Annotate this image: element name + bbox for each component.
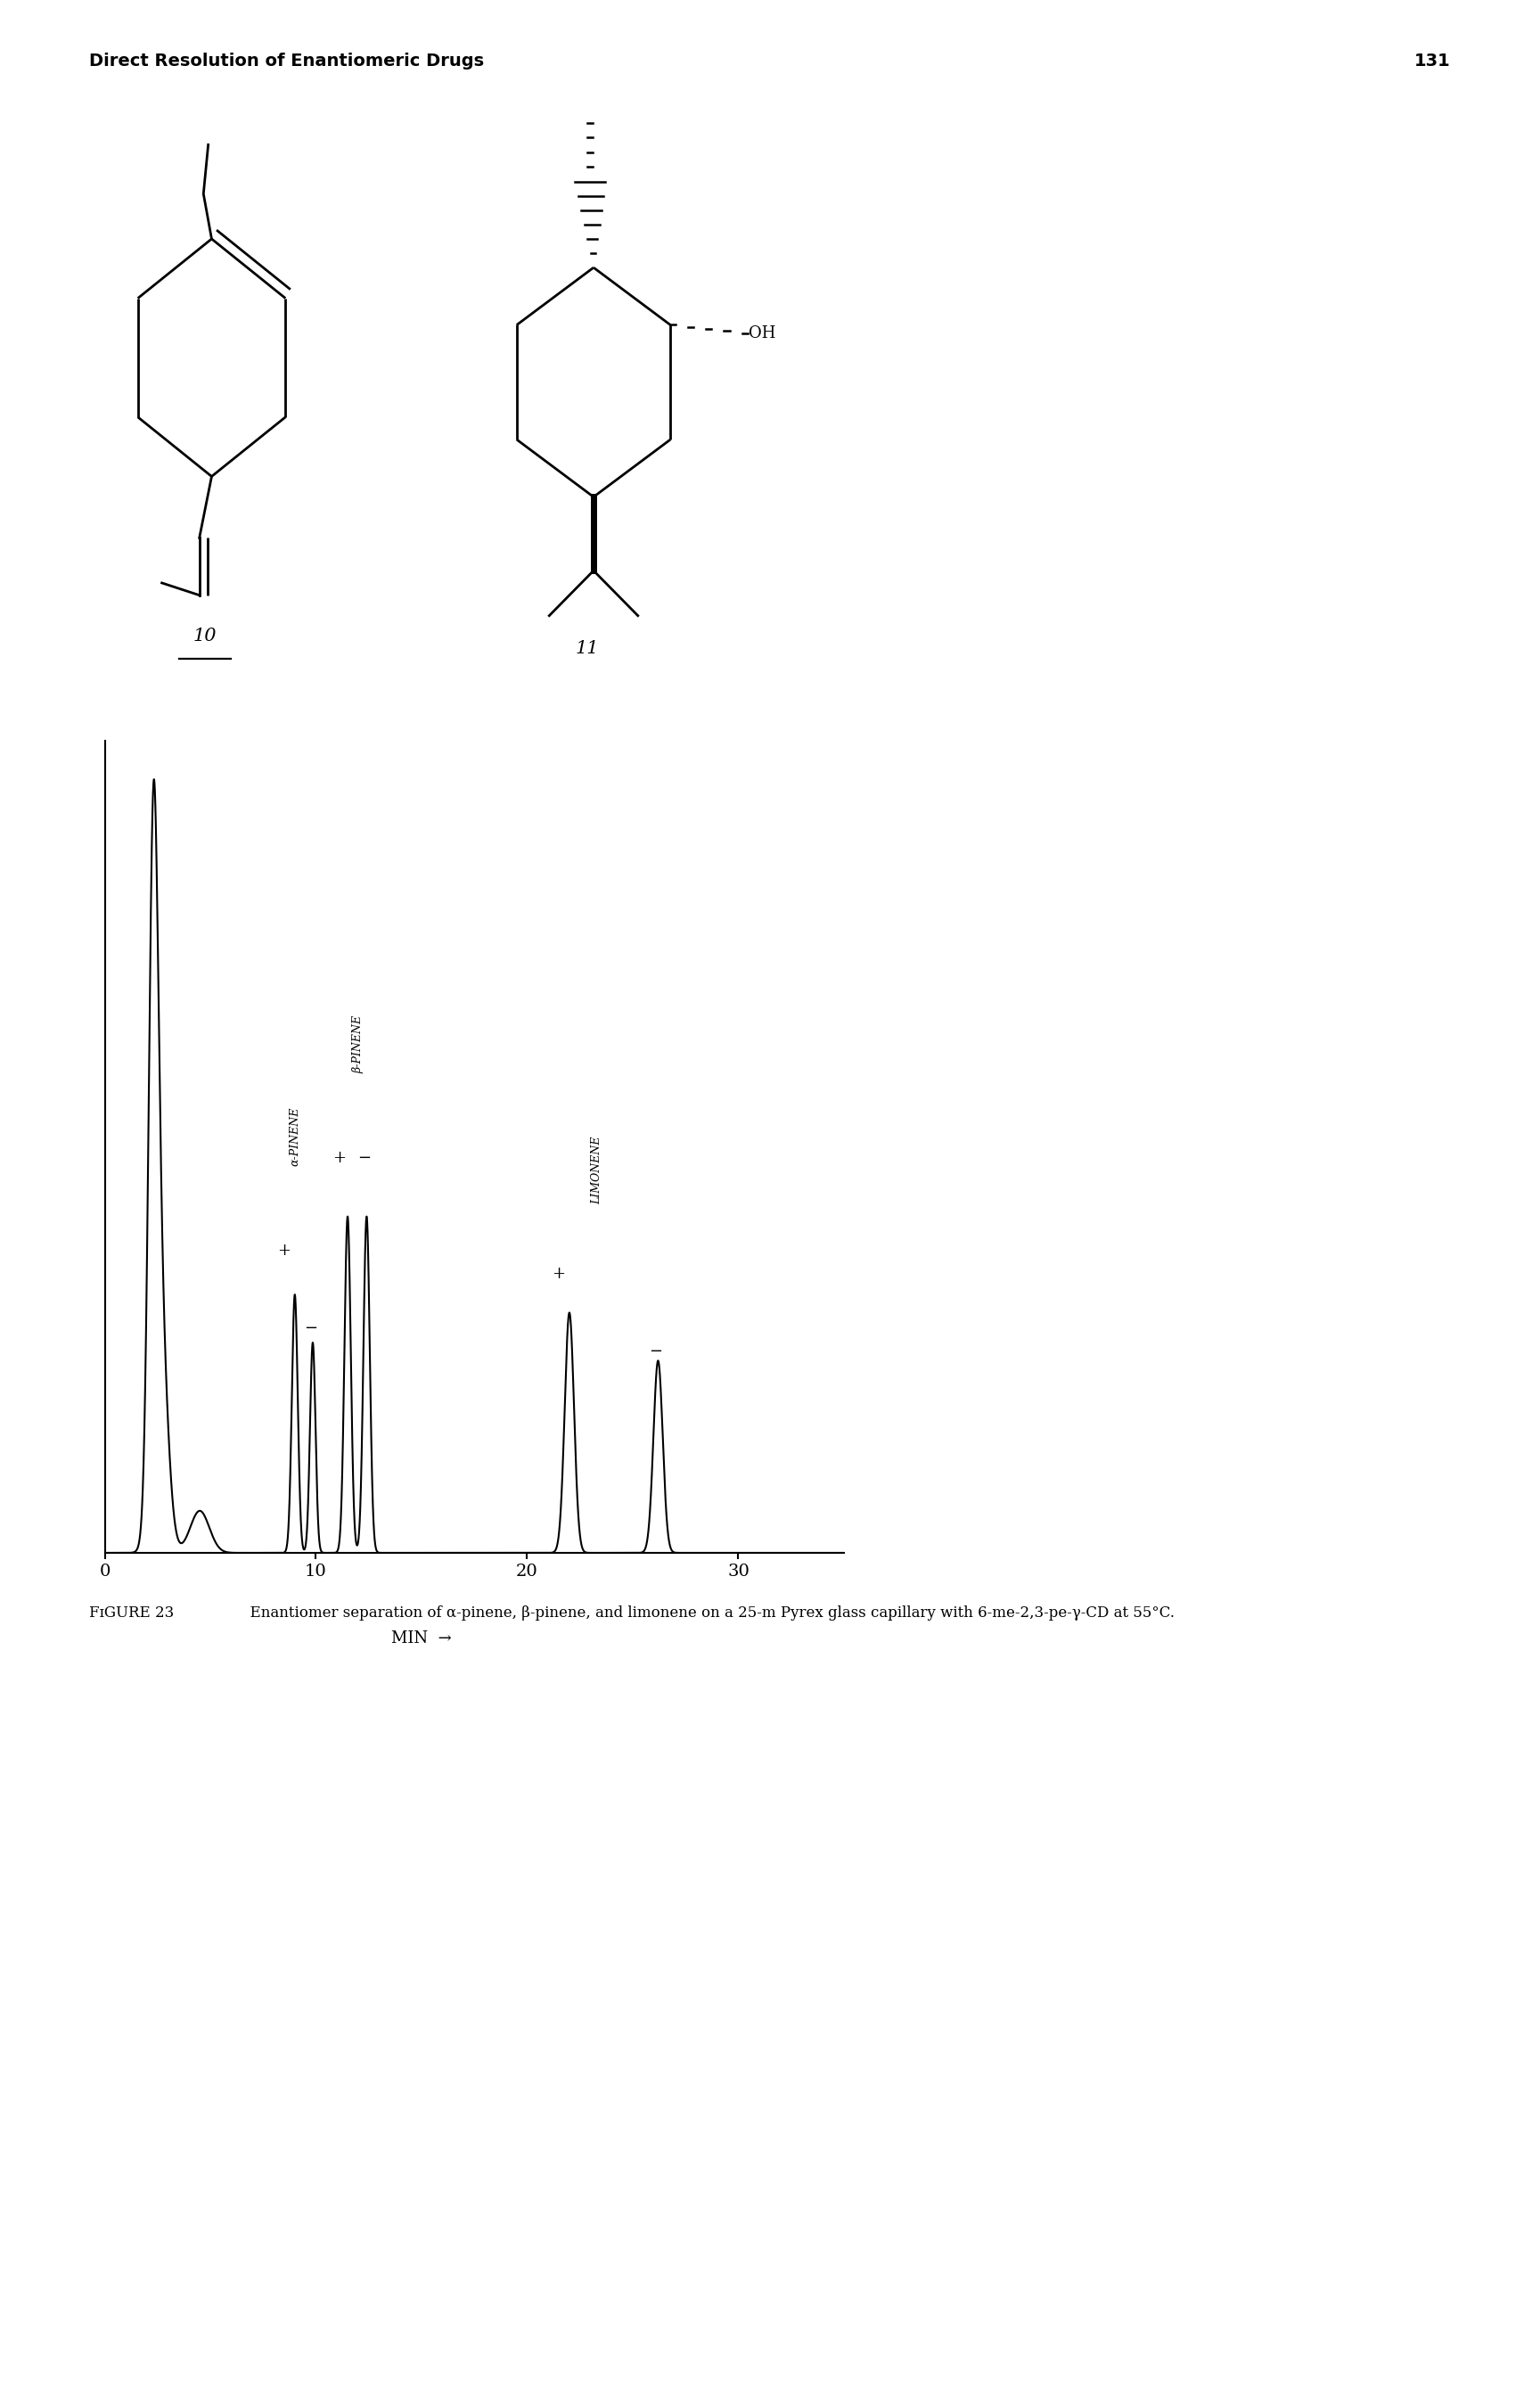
Text: LIMONENE: LIMONENE bbox=[591, 1137, 602, 1204]
Text: α-PINENE: α-PINENE bbox=[290, 1106, 300, 1166]
Text: −: − bbox=[303, 1321, 317, 1335]
Text: FɪGURE 23: FɪGURE 23 bbox=[89, 1605, 174, 1620]
Text: −: − bbox=[650, 1343, 662, 1359]
Text: 131: 131 bbox=[1414, 53, 1451, 69]
Text: MIN  →: MIN → bbox=[391, 1629, 451, 1646]
Text: OH: OH bbox=[748, 325, 776, 342]
Text: +: + bbox=[553, 1266, 565, 1283]
Text: 11: 11 bbox=[574, 640, 599, 657]
Text: +: + bbox=[277, 1242, 291, 1259]
Text: β-PINENE: β-PINENE bbox=[353, 1015, 363, 1073]
Text: 10: 10 bbox=[192, 628, 217, 645]
Text: Direct Resolution of Enantiomeric Drugs: Direct Resolution of Enantiomeric Drugs bbox=[89, 53, 484, 69]
Text: +: + bbox=[333, 1149, 346, 1166]
Text: −: − bbox=[357, 1149, 371, 1166]
Text: Enantiomer separation of α-pinene, β-pinene, and limonene on a 25-m Pyrex glass : Enantiomer separation of α-pinene, β-pin… bbox=[240, 1605, 1173, 1620]
